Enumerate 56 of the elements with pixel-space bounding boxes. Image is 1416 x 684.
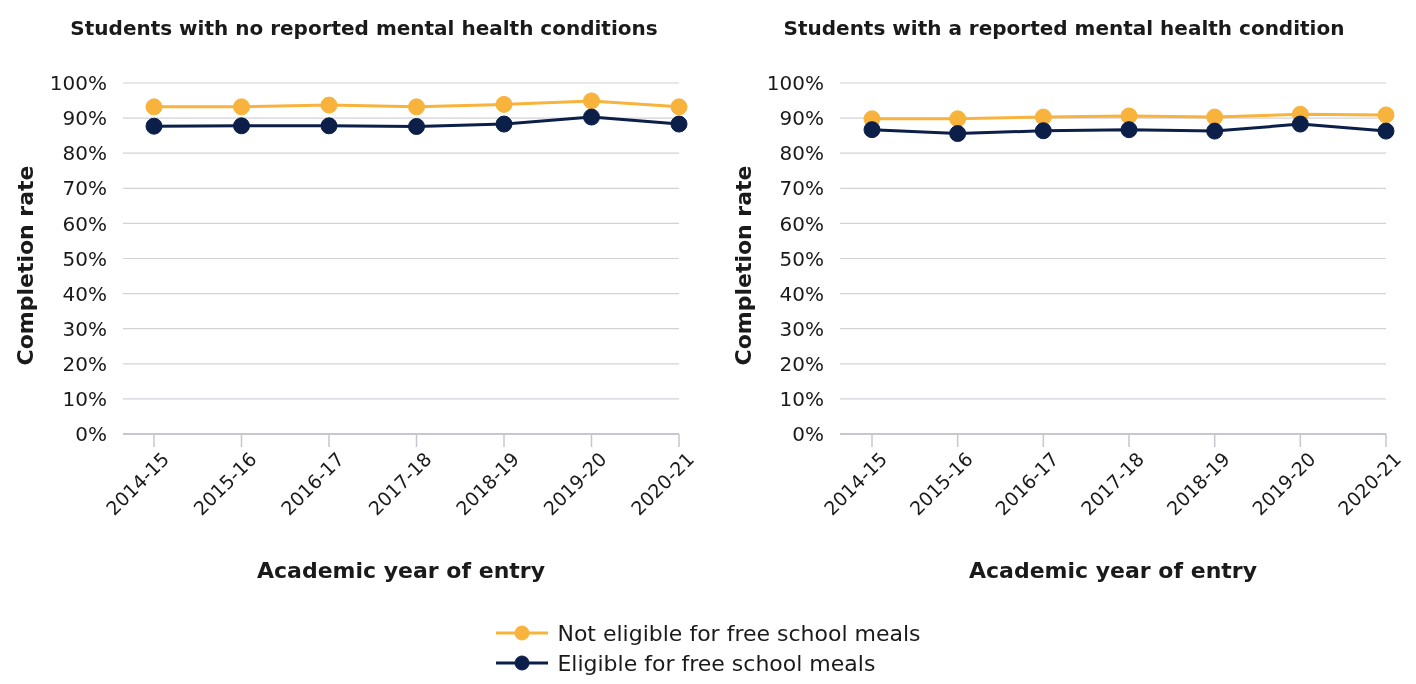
y-tick-label: 80% bbox=[62, 141, 107, 166]
chart-title: Students with no reported mental health conditions bbox=[70, 16, 658, 40]
y-tick-label: 0% bbox=[75, 422, 107, 447]
y-tick-label: 10% bbox=[779, 387, 824, 411]
y-axis-title: Completion rate bbox=[730, 165, 756, 366]
point bbox=[1206, 108, 1224, 126]
y-tick-label: 50% bbox=[62, 246, 107, 271]
point bbox=[863, 121, 881, 139]
point bbox=[1377, 106, 1395, 124]
legend-label: Not eligible for free school meals bbox=[557, 620, 921, 646]
point bbox=[1034, 122, 1052, 140]
point bbox=[949, 125, 967, 143]
y-tick-label: 90% bbox=[779, 106, 824, 131]
y-axis-title: Completion rate bbox=[12, 165, 38, 366]
chart-title: Students with a reported mental health condition bbox=[783, 16, 1345, 40]
y-tick-label: 70% bbox=[62, 176, 107, 201]
point bbox=[320, 117, 338, 135]
y-tick-label: 100% bbox=[49, 71, 107, 96]
y-tick-label: 30% bbox=[779, 316, 824, 341]
point bbox=[1120, 121, 1138, 139]
point bbox=[495, 95, 513, 113]
y-tick-label: 70% bbox=[779, 176, 824, 201]
y-tick-label: 60% bbox=[62, 211, 107, 236]
point bbox=[408, 98, 425, 116]
y-tick-label: 40% bbox=[62, 281, 107, 306]
y-tick-label: 0% bbox=[792, 422, 824, 447]
point bbox=[1206, 122, 1224, 140]
point bbox=[1034, 108, 1052, 126]
y-tick-label: 20% bbox=[779, 351, 824, 376]
point bbox=[495, 115, 513, 133]
y-tick-label: 60% bbox=[779, 211, 824, 236]
point bbox=[670, 115, 688, 133]
point bbox=[233, 117, 250, 135]
y-tick-label: 40% bbox=[779, 281, 824, 306]
y-tick-label: 20% bbox=[62, 351, 107, 376]
y-tick-label: 30% bbox=[62, 316, 107, 341]
point bbox=[233, 98, 250, 116]
point bbox=[949, 110, 967, 128]
y-tick-label: 50% bbox=[779, 246, 824, 271]
point bbox=[1120, 107, 1138, 125]
point bbox=[583, 108, 600, 126]
point bbox=[583, 92, 600, 110]
point bbox=[145, 98, 163, 116]
point bbox=[408, 118, 425, 136]
x-axis-title: Academic year of entry bbox=[257, 558, 545, 583]
y-tick-label: 90% bbox=[62, 106, 107, 131]
y-tick-label: 100% bbox=[766, 71, 824, 96]
point bbox=[1377, 122, 1395, 140]
y-tick-label: 10% bbox=[62, 387, 107, 411]
point bbox=[670, 98, 688, 116]
point bbox=[320, 96, 338, 114]
y-tick-label: 80% bbox=[779, 141, 824, 166]
legend-label: Eligible for free school meals bbox=[557, 650, 876, 676]
x-axis-title: Academic year of entry bbox=[969, 558, 1257, 583]
point bbox=[145, 117, 163, 135]
point bbox=[1291, 115, 1309, 133]
